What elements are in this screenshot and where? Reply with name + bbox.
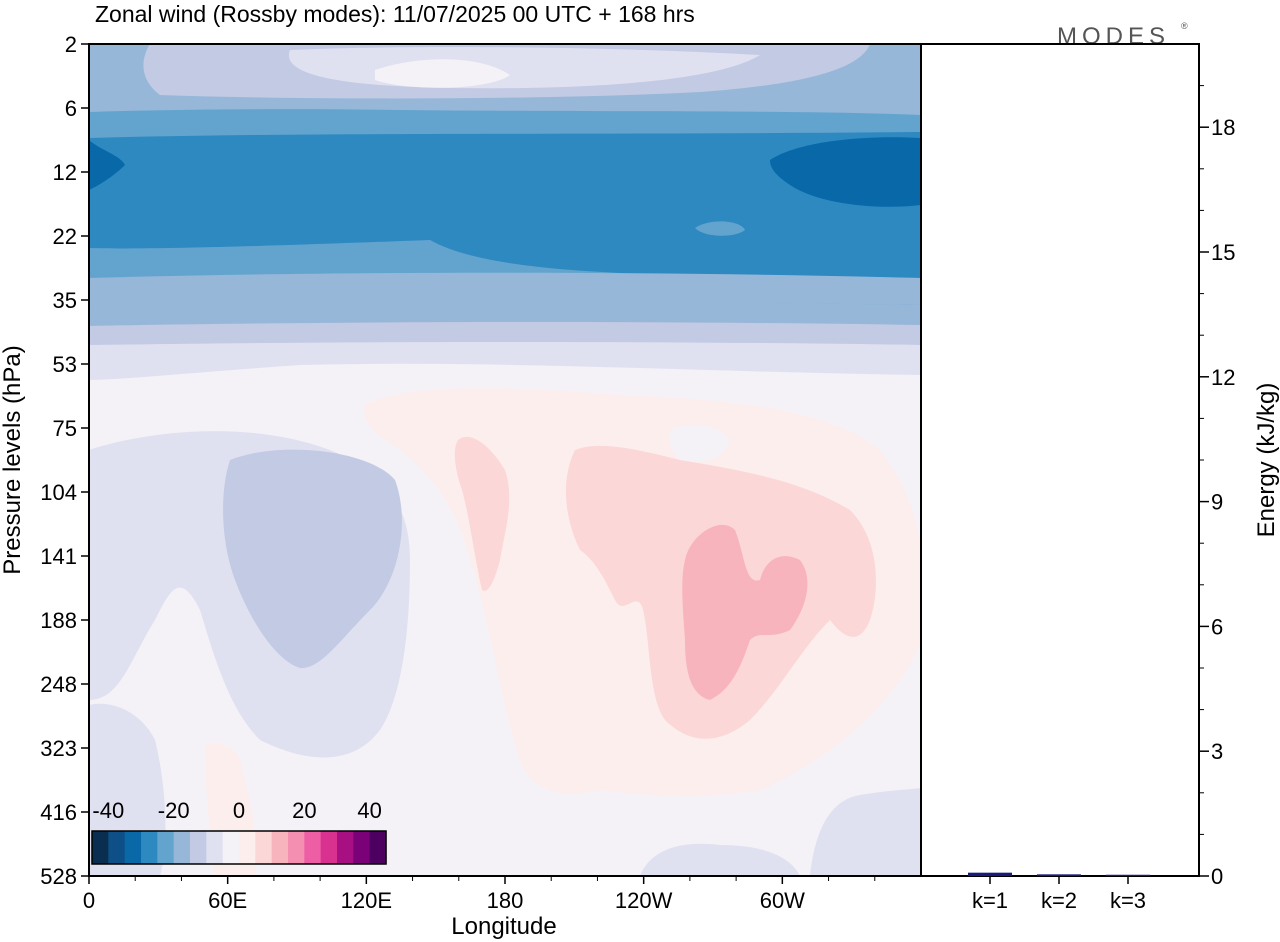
chart-title: Zonal wind (Rossby modes): 11/07/2025 00… [95, 1, 695, 27]
colorbar-swatch [108, 831, 126, 864]
x-tick-label: 0 [83, 888, 95, 913]
energy-y-axis-label: Energy (kJ/kg) [1253, 383, 1280, 538]
heatmap-panel: 2 6 12 22 35 53 75 104 141 188 248 323 416 528 0 60E 12… [0, 32, 922, 940]
colorbar-swatch [255, 831, 273, 864]
contour-band [223, 449, 402, 669]
colorbar-swatches [92, 831, 387, 864]
contour-band [89, 132, 921, 278]
colorbar-tick-label: -40 [92, 798, 124, 823]
contour-band [810, 788, 921, 876]
contour-band [695, 221, 745, 236]
energy-y-ticks: 0 3 6 9 12 15 18 [1199, 85, 1235, 889]
y-tick-label: 416 [40, 800, 77, 825]
colorbar-frame [91, 830, 387, 865]
contour-band [640, 843, 800, 876]
y-tick-label: 188 [40, 608, 77, 633]
energy-bar [968, 872, 1012, 876]
energy-x-tick-label: k=3 [1110, 888, 1146, 913]
colorbar-swatch [124, 831, 142, 864]
colorbar-swatch [369, 831, 387, 864]
energy-x-ticks: k=1 k=2 k=3 [972, 876, 1146, 913]
energy-y-tick-label: 12 [1211, 365, 1235, 390]
contour-band [89, 140, 125, 190]
colorbar-tick-label: 0 [233, 798, 245, 823]
y-tick-label: 53 [53, 352, 77, 377]
colorbar-swatch [304, 831, 322, 864]
y-tick-label: 141 [40, 544, 77, 569]
contour-band [89, 272, 921, 305]
energy-bar [1037, 874, 1081, 876]
energy-x-tick-label: k=1 [972, 888, 1008, 913]
y-tick-label: 248 [40, 672, 77, 697]
x-tick-label: 60W [760, 888, 805, 913]
colorbar-swatch [190, 831, 207, 864]
y-tick-label: 22 [53, 224, 77, 249]
colorbar-swatch [222, 831, 240, 864]
y-tick-label: 6 [65, 96, 77, 121]
x-tick-label: 120W [615, 888, 673, 913]
colorbar-swatch [141, 831, 158, 864]
heatmap-y-ticks: 2 6 12 22 35 53 75 104 141 188 248 323 416 528 [40, 32, 89, 889]
colorbar-tick-label: 40 [357, 798, 381, 823]
contour-band [682, 524, 808, 700]
colorbar-tick-label: 20 [292, 798, 316, 823]
colorbar-tick-label: -20 [158, 798, 190, 823]
energy-bar [1106, 874, 1150, 876]
contour-band [89, 341, 921, 380]
energy-y-tick-label: 0 [1211, 864, 1223, 889]
contour-band [770, 137, 921, 207]
colorbar-swatch [173, 831, 191, 864]
colorbar-swatch [271, 831, 289, 864]
y-axis-label: Pressure levels (hPa) [0, 345, 26, 574]
y-tick-label: 104 [40, 480, 77, 505]
energy-y-tick-label: 9 [1211, 490, 1223, 515]
energy-y-tick-label: 18 [1211, 115, 1235, 140]
energy-panel: 0 3 6 9 12 15 18 k=1 k=2 k=3 Energy (kJ/kg) [920, 43, 1280, 913]
colorbar-swatch [239, 831, 256, 864]
colorbar-swatch [288, 831, 305, 864]
x-tick-label: 180 [487, 888, 524, 913]
x-tick-label: 60E [208, 888, 247, 913]
y-tick-label: 528 [40, 864, 77, 889]
colorbar-swatch [206, 831, 224, 864]
energy-x-tick-label: k=2 [1041, 888, 1077, 913]
colorbar-swatch [92, 831, 109, 864]
contour-band [89, 322, 921, 345]
energy-y-tick-label: 6 [1211, 614, 1223, 639]
heatmap-x-ticks: 0 60E 120E 180 120W 60W [83, 876, 876, 913]
colorbar-swatch [337, 831, 354, 864]
y-tick-label: 323 [40, 736, 77, 761]
contour-band [669, 424, 730, 462]
x-axis-label: Longitude [451, 913, 556, 940]
logo-registered-mark: ® [1181, 21, 1188, 31]
energy-frame [920, 43, 1200, 877]
y-tick-label: 75 [53, 416, 77, 441]
contour-band [89, 301, 921, 326]
energy-bars [968, 872, 1150, 876]
colorbar-swatch [320, 831, 338, 864]
heatmap-field [89, 44, 921, 876]
colorbar-tick-labels: -40 -20 0 20 40 [92, 798, 381, 823]
y-tick-label: 12 [53, 160, 77, 185]
colorbar-swatch [353, 831, 371, 864]
x-tick-label: 120E [341, 888, 392, 913]
energy-y-tick-label: 3 [1211, 739, 1223, 764]
y-tick-label: 35 [53, 288, 77, 313]
energy-y-tick-label: 15 [1211, 240, 1235, 265]
colorbar-swatch [157, 831, 175, 864]
colorbar: -40 -20 0 20 40 [91, 798, 387, 865]
y-tick-label: 2 [65, 32, 77, 57]
contour-band [375, 59, 510, 88]
contour-band [454, 436, 510, 591]
